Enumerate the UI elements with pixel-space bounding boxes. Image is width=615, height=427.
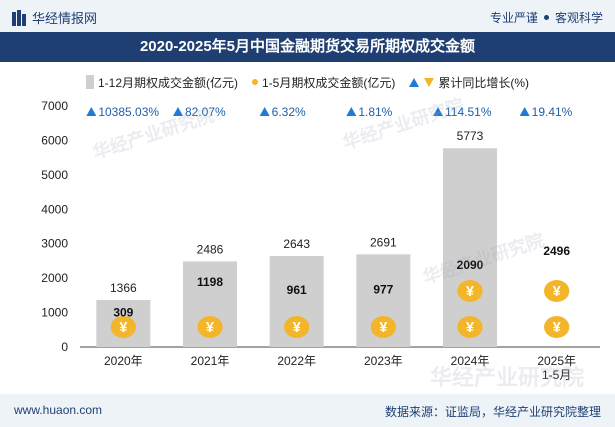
separator-dot-icon: [543, 15, 549, 20]
triangle-up-icon: [409, 77, 420, 87]
coin-yen-glyph: ¥: [466, 320, 474, 336]
data-label-jan-may: 977: [373, 282, 393, 296]
data-label-jan-may: 1198: [197, 275, 223, 289]
legend-swatch-gray: [85, 75, 94, 89]
y-tick-label: 5000: [41, 168, 68, 182]
coin-body: [544, 316, 570, 338]
chart-legend: 1-12月期权成交金额(亿元) 1-5月期权成交金额(亿元) 累计同比增长(%): [0, 70, 615, 94]
coin-body: [197, 316, 223, 338]
data-label-annual: 1366: [110, 281, 137, 295]
triangle-down-icon: [424, 77, 435, 87]
coin-yen-glyph: ¥: [293, 320, 301, 336]
coin-icon: ¥: [197, 316, 223, 338]
growth-triangle-up-icon: [259, 107, 270, 116]
coin-icon: ¥: [544, 316, 570, 338]
data-label-jan-may: 2496: [543, 244, 570, 258]
legend-item-annual: 1-12月期权成交金额(亿元): [85, 74, 238, 91]
data-label-annual: 5773: [457, 129, 484, 143]
coin-body: [457, 280, 483, 302]
x-tick-label: 2022年: [277, 354, 316, 368]
y-tick-label: 1000: [41, 306, 68, 320]
legend-label-annual: 1-12月期权成交金额(亿元): [97, 75, 238, 90]
coin-icon: ¥: [370, 316, 396, 338]
top-bar: 华经情报网 专业严谨 客观科学: [0, 0, 615, 32]
growth-triangle-up-icon: [173, 107, 183, 116]
y-tick-label: 6000: [41, 133, 68, 147]
x-tick-label: 2021年: [191, 354, 230, 368]
growth-triangle-up-icon: [86, 107, 97, 116]
growth-label: 1.81%: [358, 105, 392, 119]
coin-body: [110, 316, 136, 338]
legend-item-jan-may: 1-5月期权成交金额(亿元): [252, 74, 395, 91]
chart-title: 2020-2025年5月中国金融期货交易所期权成交金额: [139, 38, 476, 55]
logo[interactable]: 华经情报网: [12, 8, 97, 27]
y-tick-label: 2000: [41, 271, 68, 285]
tagline-right: 客观科学: [554, 11, 603, 25]
footer: www.huaon.com 数据来源：证监局，华经产业研究院整理: [0, 394, 615, 427]
coin-yen-glyph: ¥: [379, 320, 387, 336]
data-label-jan-may: 961: [287, 283, 307, 297]
tagline: 专业严谨 客观科学: [490, 9, 603, 26]
x-tick-label: 2020年: [104, 354, 143, 368]
coin-icon: ¥: [110, 316, 136, 338]
growth-label: 6.32%: [272, 105, 306, 119]
legend-label-growth: 累计同比增长(%): [438, 75, 530, 90]
growth-triangle-up-icon: [433, 107, 443, 116]
coin-icon: ¥: [544, 280, 570, 302]
y-tick-label: 7000: [41, 99, 68, 113]
y-tick-label: 4000: [41, 202, 68, 216]
data-label-jan-may: 2090: [457, 258, 484, 272]
legend-item-growth: 累计同比增长(%): [409, 74, 529, 91]
coin-yen-glyph: ¥: [553, 284, 561, 300]
coin-body: [370, 316, 396, 338]
data-label-annual: 2691: [370, 235, 397, 249]
x-tick-label: 1-5月: [542, 368, 571, 382]
growth-label: 82.07%: [185, 105, 226, 119]
growth-triangle-up-icon: [519, 107, 530, 116]
website-link[interactable]: www.huaon.com: [14, 403, 103, 417]
data-source: 数据来源：证监局，华经产业研究院整理: [384, 405, 601, 419]
coin-icon: ¥: [457, 280, 483, 302]
chart-canvas: 0 1000 2000 3000 4000 5000 6000 7000 1366 ¥309 103…: [41, 99, 600, 382]
y-tick-label: 0: [61, 340, 68, 354]
growth-label: 19.41%: [532, 105, 573, 119]
coin-yen-glyph: ¥: [206, 320, 214, 336]
coin-icon: ¥: [457, 316, 483, 338]
coin-body: [284, 316, 310, 338]
data-label-jan-may: 309: [113, 305, 133, 319]
logo-text: 华经情报网: [32, 11, 98, 26]
legend-label-jan-may: 1-5月期权成交金额(亿元): [262, 75, 396, 90]
coin-body: [544, 280, 570, 302]
growth-label: 114.51%: [445, 105, 492, 119]
coin-yen-glyph: ¥: [466, 284, 474, 300]
data-label-annual: 2643: [283, 237, 310, 251]
coin-body: [457, 316, 483, 338]
coin-icon: ¥: [284, 316, 310, 338]
title-bar: 2020-2025年5月中国金融期货交易所期权成交金额: [0, 32, 615, 62]
coin-yen-glyph: ¥: [119, 320, 127, 336]
x-tick-label: 2025年: [537, 354, 576, 368]
growth-triangle-up-icon: [346, 107, 357, 116]
y-tick-label: 3000: [41, 237, 68, 251]
coin-yen-glyph: ¥: [553, 320, 561, 336]
x-tick-label: 2024年: [451, 354, 490, 368]
logo-icon: [12, 9, 26, 26]
x-tick-label: 2023年: [364, 354, 403, 368]
growth-label: 10385.03%: [98, 105, 159, 119]
tagline-left: 专业严谨: [489, 11, 538, 25]
data-label-annual: 2486: [197, 242, 224, 256]
legend-swatch-gold: [252, 79, 258, 85]
bar-annual: [443, 148, 497, 347]
